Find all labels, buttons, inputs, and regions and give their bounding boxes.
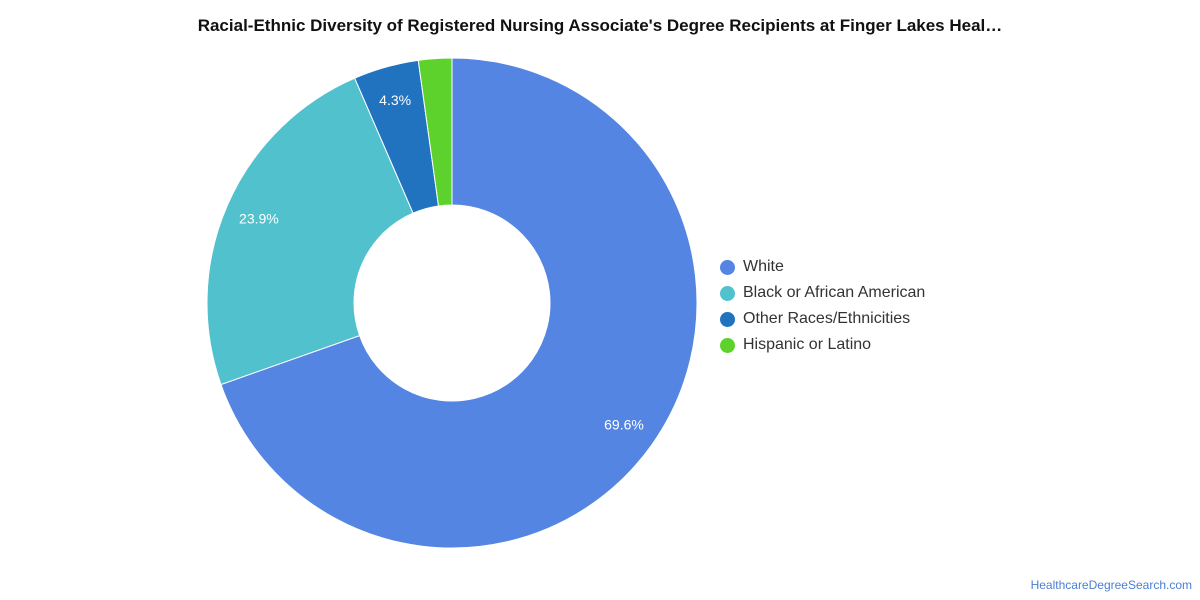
- legend-swatch-hispanic-or-latino: [720, 337, 735, 353]
- legend-swatch-white: [720, 259, 735, 275]
- legend-label-other-races-ethnicities: Other Races/Ethnicities: [743, 310, 911, 327]
- legend-swatch-other-races-ethnicities: [720, 311, 735, 327]
- legend-item-white[interactable]: White: [720, 254, 925, 280]
- legend-item-hispanic-or-latino[interactable]: Hispanic or Latino: [720, 332, 925, 358]
- data-label-white: 69.6%: [604, 417, 644, 433]
- legend-item-other-races-ethnicities[interactable]: Other Races/Ethnicities: [720, 306, 925, 332]
- slice-hispanic-or-latino[interactable]: [417, 57, 453, 207]
- legend-item-black-or-african-american[interactable]: Black or African American: [720, 280, 925, 306]
- legend-swatch-black-or-african-american: [720, 285, 735, 301]
- chart-legend: White Black or African American Other Race…: [720, 254, 925, 358]
- slice-black-or-african-american[interactable]: [206, 77, 414, 386]
- legend-label-black-or-african-american: Black or African American: [743, 284, 926, 301]
- legend-label-hispanic-or-latino: Hispanic or Latino: [743, 336, 872, 353]
- data-label-other-races-ethnicities: 4.3%: [379, 92, 411, 108]
- legend-label-white: White: [743, 258, 784, 275]
- slice-white[interactable]: [220, 57, 698, 549]
- source-credit[interactable]: HealthcareDegreeSearch.com: [1030, 578, 1192, 592]
- data-label-black-or-african-american: 23.9%: [239, 211, 279, 227]
- chart-title: Racial-Ethnic Diversity of Registered Nu…: [197, 16, 1003, 35]
